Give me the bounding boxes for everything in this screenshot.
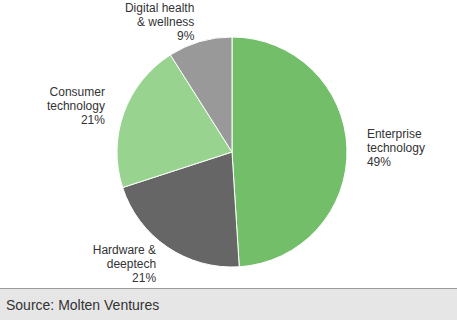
svg-text:Consumertechnology21%: Consumertechnology21% <box>47 85 105 127</box>
svg-text:Hardware &deeptech21%: Hardware &deeptech21% <box>93 243 157 285</box>
svg-text:Digital health& wellness9%: Digital health& wellness9% <box>125 1 195 43</box>
html-text:Source: Molten Ventures: Source: Molten Ventures <box>6 296 160 313</box>
svg-text:Enterprisetechnology49%: Enterprisetechnology49% <box>367 127 425 169</box>
